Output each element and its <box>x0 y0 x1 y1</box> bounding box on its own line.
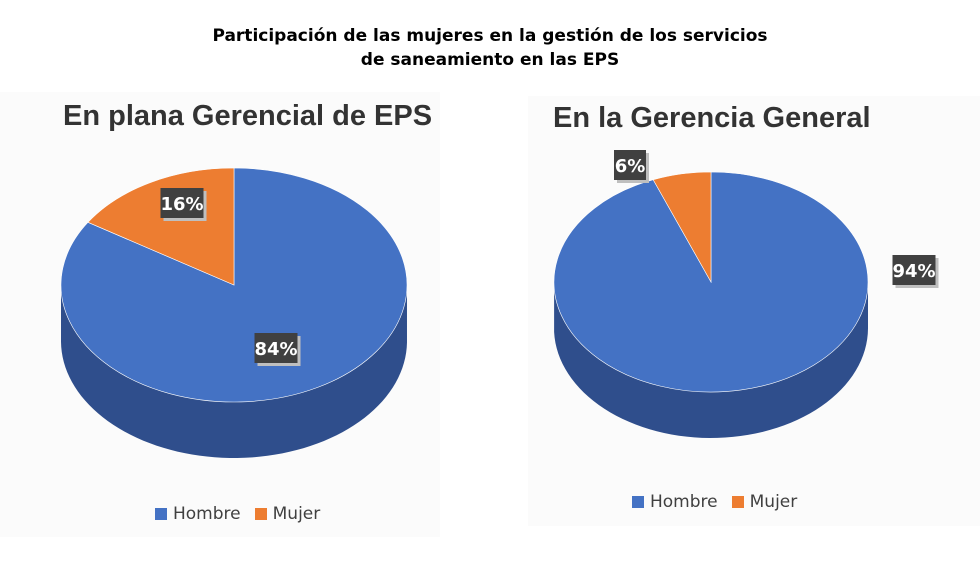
legend-label-mujer: Mujer <box>272 504 321 524</box>
data-label-box <box>254 333 298 363</box>
chart-title-gerencia-general: En la Gerencia General <box>553 102 871 134</box>
legend-swatch-mujer <box>254 508 267 520</box>
legend-gerencia-general: Hombre Mujer <box>632 492 811 512</box>
legend-item-mujer: Mujer <box>254 504 321 524</box>
data-label-mujer: 16% <box>160 188 207 221</box>
data-label-box <box>892 255 936 285</box>
data-label-text: 94% <box>892 261 935 282</box>
data-label-text: 6% <box>615 156 646 177</box>
data-label-box <box>160 188 204 218</box>
pie-slice-mujer <box>652 171 712 284</box>
data-label-box <box>614 150 646 180</box>
pie-side-hombre <box>554 282 868 438</box>
chart-title-plana-gerencial: En plana Gerencial de EPS <box>63 100 433 132</box>
legend-item-hombre: Hombre <box>155 504 241 524</box>
legend-plana-gerencial: Hombre Mujer <box>155 504 334 524</box>
data-label-text: 84% <box>254 339 297 360</box>
page-title-line-1: Participación de las mujeres en la gesti… <box>212 26 768 46</box>
page-title: Participación de las mujeres en la gesti… <box>0 24 980 72</box>
legend-label-mujer: Mujer <box>749 492 798 512</box>
legend-label-hombre: Hombre <box>173 504 241 524</box>
page-title-line-2: de saneamiento en las EPS <box>360 50 620 70</box>
pie-side-band <box>61 285 407 458</box>
data-label-hombre: 94% <box>892 255 939 288</box>
legend-label-hombre: Hombre <box>650 492 718 512</box>
data-label-mujer: 6% <box>614 150 649 183</box>
pie-side-hombre <box>61 285 407 458</box>
legend-item-hombre: Hombre <box>632 492 718 512</box>
legend-swatch-hombre <box>632 496 644 508</box>
legend-item-mujer: Mujer <box>731 492 798 512</box>
legend-swatch-hombre <box>155 508 167 520</box>
legend-swatch-mujer <box>731 496 744 508</box>
pie-side-band <box>554 282 868 438</box>
data-label-hombre: 84% <box>254 333 301 366</box>
data-label-text: 16% <box>160 194 203 215</box>
